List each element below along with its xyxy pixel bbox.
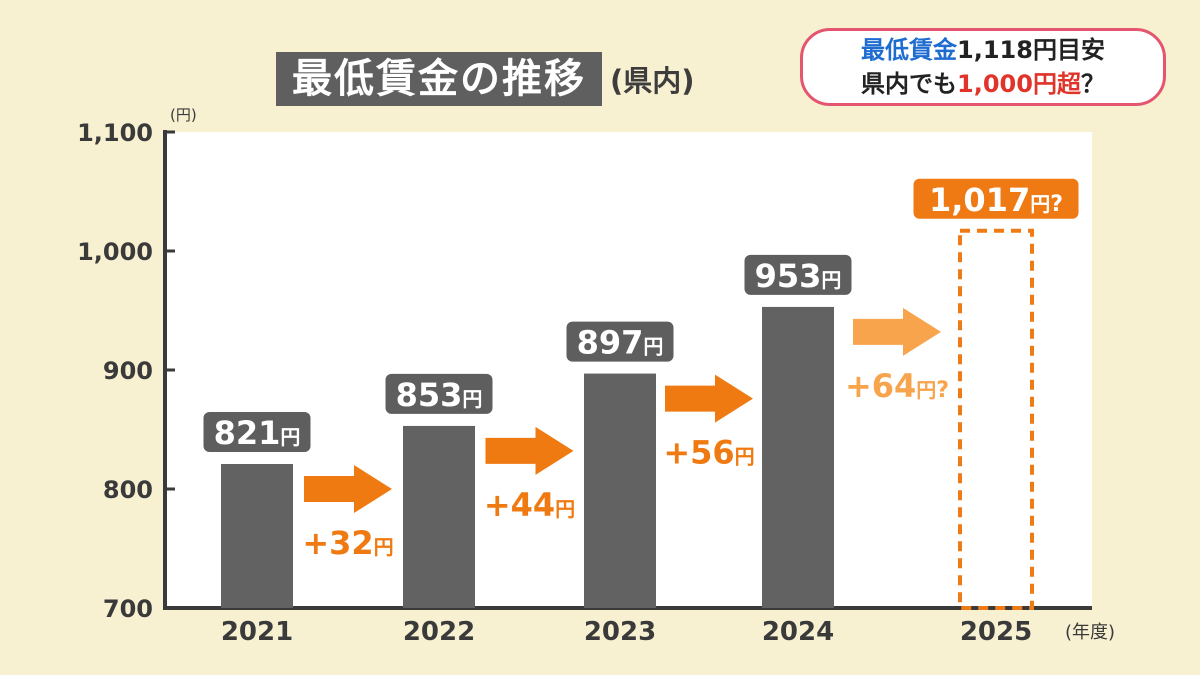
increase-arrow [304,465,392,514]
increase-arrow [665,374,753,423]
x-tick-label: 2021 [221,617,293,647]
y-tick-label: 1,100 [77,119,153,147]
increment-label-part-0: +32 [302,524,373,562]
y-axis-unit-part-0: (円) [170,106,197,124]
y-tick-label-part-0: 900 [103,357,153,385]
value-label: 897円 [577,324,664,362]
increment-label-part-1: 円 [555,497,575,521]
value-label-box [913,178,1079,219]
projected-increment-label: +64円? [845,367,949,405]
y-tick-label: 800 [103,476,153,504]
chart-title-main: 最低賃金の推移 [276,52,602,106]
increment-label: +32円 [302,524,393,562]
projected-increment-label-part-1: 円 [916,378,936,402]
y-tick-label: 900 [103,357,153,385]
value-label-part-0: 897 [577,324,644,362]
increment-label: +44円 [484,486,575,524]
value-label-box [744,254,852,295]
y-tick-label: 1,000 [77,238,153,266]
x-tick-label-part-0: 2025 [960,617,1032,647]
increment-label-part-0: +44 [484,486,555,524]
projected-bar [958,228,1034,611]
bar [221,464,293,608]
y-tick-label-part-0: 700 [103,595,153,623]
caption-text-3: ？ [1080,70,1105,98]
caption-line-2: 県内でも1,000円超？ [861,67,1105,101]
y-tick-label-part-0: 800 [103,476,153,504]
bar [762,306,834,608]
value-label-part-0: 1,017 [929,181,1030,219]
increment-label-part-1: 円 [735,445,755,469]
projected-increment-label-part-2: ? [936,378,949,403]
x-tick-label: 2022 [403,617,475,647]
headline-caption: 最低賃金1,118円目安 県内でも1,000円超？ [800,28,1166,106]
increase-arrow [485,426,574,475]
caption-text-2: 県内でも [861,70,958,98]
x-tick-label-part-0: 2023 [584,617,656,647]
y-tick-label-part-0: 1,100 [77,119,153,147]
bar [403,425,475,608]
chart-title: 最低賃金の推移 (県内) [276,52,695,106]
value-label: 821円 [214,414,301,452]
x-tick-label: 2025 [960,617,1032,647]
value-label-box [385,373,493,414]
x-tick-label: 2024 [762,617,834,647]
y-axis-unit: (円) [170,106,197,124]
value-label: 853円 [396,376,483,414]
x-tick-label-part-0: 2022 [403,617,475,647]
value-label-part-0: 821 [214,414,281,452]
x-axis-unit-part-0: (年度) [1065,622,1115,643]
increment-label: +56円 [663,434,754,472]
projected-increase-arrow [853,307,941,356]
value-label-part-1: 円 [643,335,663,359]
x-axis-unit: (年度) [1065,622,1115,643]
value-label: 953円 [755,257,842,295]
y-tick-label-part-0: 1,000 [77,238,153,266]
value-label-part-1: 円 [462,387,482,411]
chart-title-sub: (県内) [610,64,695,98]
caption-highlight-1: 最低賃金 [861,36,958,64]
bar [584,373,656,608]
caption-highlight-2: 1,000円超 [957,70,1081,98]
increment-label-part-1: 円 [374,535,394,559]
x-tick-label-part-0: 2024 [762,617,834,647]
x-tick-label: 2023 [584,617,656,647]
value-label-part-1: 円 [1030,192,1050,216]
value-label-part-0: 953 [755,257,822,295]
value-label: 1,017円? [929,181,1063,219]
value-label-box [203,412,311,453]
value-label-box [566,321,674,362]
caption-text-1: 1,118円目安 [957,36,1105,64]
value-label-part-1: 円 [821,268,841,292]
caption-line-1: 最低賃金1,118円目安 [861,33,1105,67]
value-label-part-0: 853 [396,376,463,414]
projected-increment-label-part-0: +64 [845,367,916,405]
x-tick-label-part-0: 2021 [221,617,293,647]
y-tick-label: 700 [103,595,153,623]
increment-label-part-0: +56 [663,434,734,472]
value-label-part-1: 円 [280,425,300,449]
value-label-part-2: ? [1050,192,1063,217]
